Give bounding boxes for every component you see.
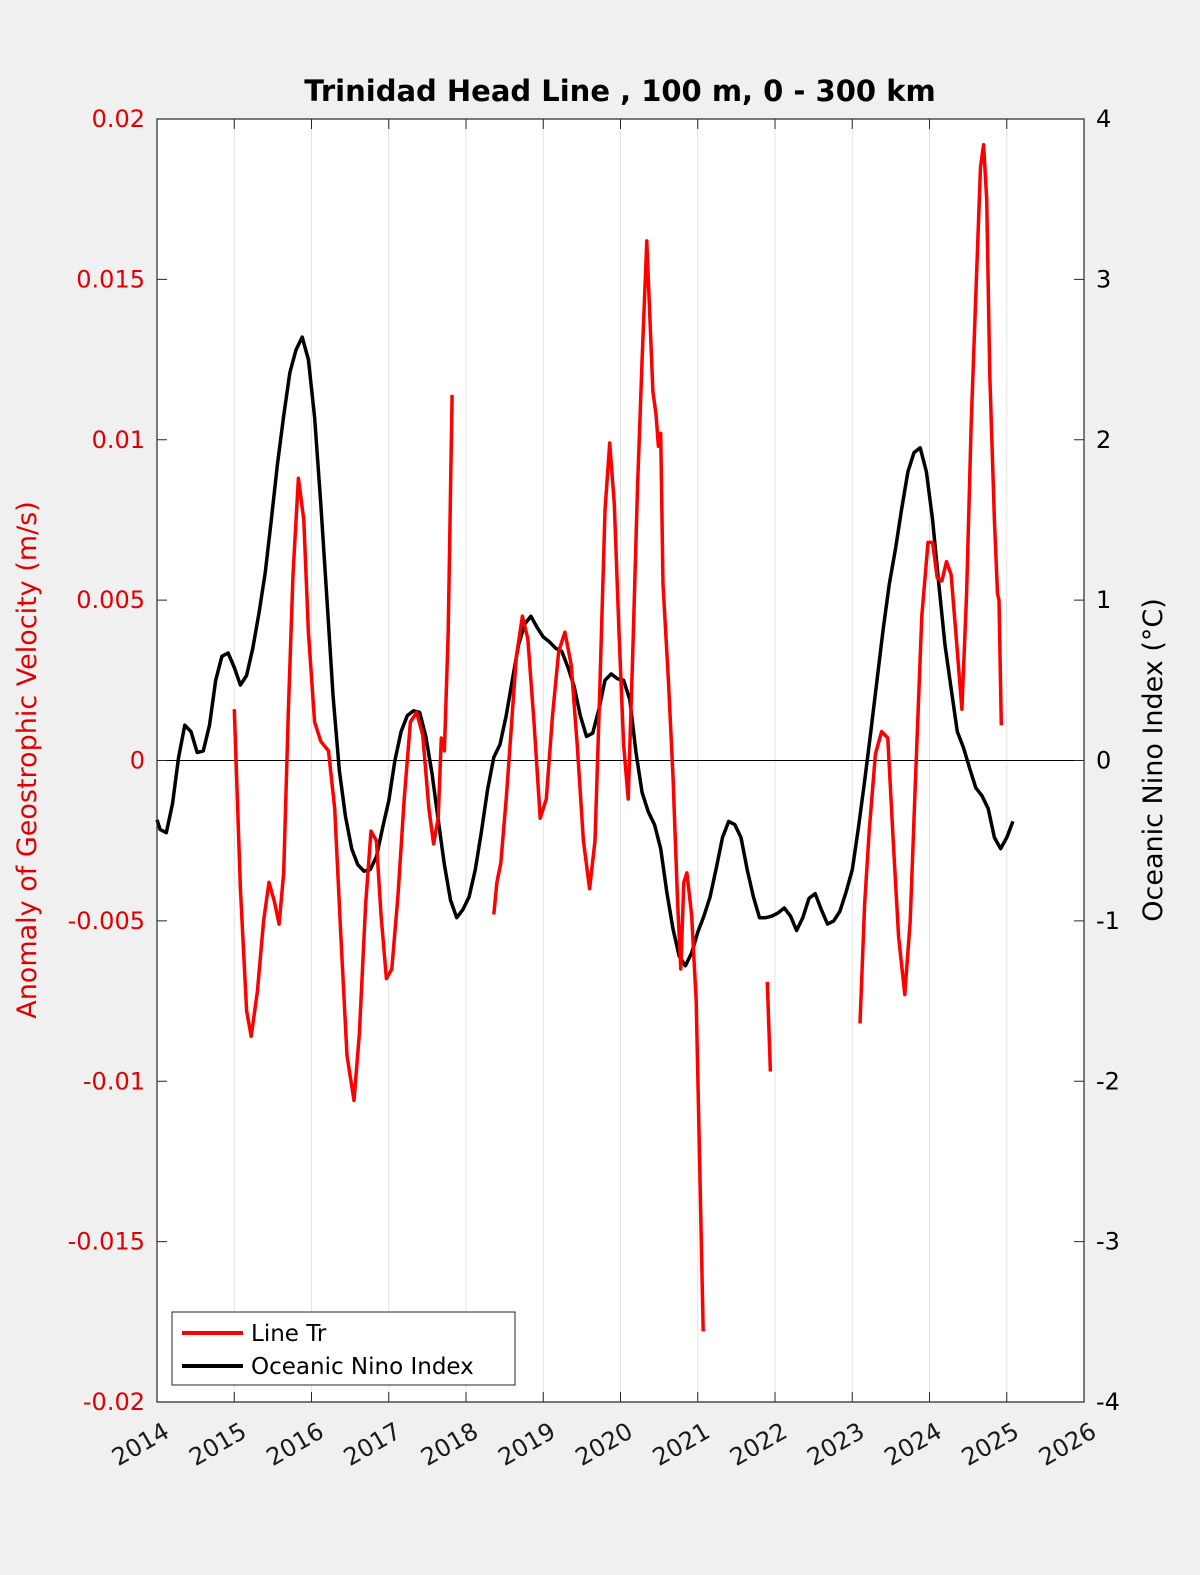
right-tick-label: 3 bbox=[1096, 265, 1111, 293]
right-axis-tick-labels: 4 3 2 1 0 -1 -2 -3 -4 bbox=[1096, 105, 1120, 1416]
left-tick-label: -0.02 bbox=[83, 1388, 145, 1416]
right-tick-label: 1 bbox=[1096, 586, 1111, 614]
right-tick-label: -2 bbox=[1096, 1067, 1120, 1095]
axis-ticks bbox=[156, 118, 1085, 1403]
x-tick-label-2024: 2024 bbox=[880, 1417, 947, 1472]
left-tick-label: 0.02 bbox=[92, 105, 145, 133]
right-tick-label: 4 bbox=[1096, 105, 1111, 133]
left-tick-label: -0.015 bbox=[68, 1228, 145, 1256]
series-line-line-tr-segment-0 bbox=[232, 394, 454, 1103]
left-tick-label: -0.01 bbox=[83, 1067, 145, 1095]
legend-label-line-tr: Line Tr bbox=[251, 1321, 327, 1347]
x-tick-label-2018: 2018 bbox=[416, 1417, 483, 1472]
x-tick-label-2023: 2023 bbox=[802, 1417, 869, 1472]
series-line-line-tr-segment-3 bbox=[858, 142, 1004, 1024]
x-axis-tick-labels: 2014 2015 2016 2017 2018 2019 2020 2021 2022 2023… bbox=[107, 1417, 1101, 1472]
x-tick-label-2020: 2020 bbox=[571, 1417, 638, 1472]
x-tick-label-2025: 2025 bbox=[957, 1417, 1024, 1472]
left-tick-label: 0 bbox=[130, 747, 145, 775]
legend: Line Tr Oceanic Nino Index bbox=[171, 1311, 516, 1386]
x-tick-label-2016: 2016 bbox=[262, 1417, 329, 1472]
right-axis-label: Oceanic Nino Index (°C) bbox=[1138, 598, 1169, 922]
legend-label-oni: Oceanic Nino Index bbox=[251, 1354, 474, 1380]
right-tick-label: -1 bbox=[1096, 907, 1120, 935]
left-axis-tick-labels: 0.02 0.015 0.01 0.005 0 -0.005 -0.01 -0.015 -0.0… bbox=[68, 105, 145, 1416]
legend-box bbox=[171, 1311, 516, 1386]
series-line-oceanic-nino-index-segment-0 bbox=[155, 335, 1015, 968]
chart-title: Trinidad Head Line , 100 m, 0 - 300 km bbox=[304, 74, 935, 108]
left-tick-label: 0.01 bbox=[92, 426, 145, 454]
x-tick-label-2014: 2014 bbox=[107, 1417, 174, 1472]
right-tick-label: 0 bbox=[1096, 747, 1111, 775]
x-tick-label-2026: 2026 bbox=[1034, 1417, 1101, 1472]
series-line-line-tr-segment-2 bbox=[765, 981, 773, 1072]
x-tick-label-2022: 2022 bbox=[725, 1417, 792, 1472]
series-line-line-tr-segment-1 bbox=[492, 239, 705, 1332]
right-tick-label: -4 bbox=[1096, 1388, 1120, 1416]
x-tick-label-2019: 2019 bbox=[493, 1417, 560, 1472]
left-tick-label: 0.015 bbox=[76, 265, 145, 293]
left-tick-label: 0.005 bbox=[76, 586, 145, 614]
left-tick-label: -0.005 bbox=[68, 907, 145, 935]
x-tick-label-2017: 2017 bbox=[339, 1417, 406, 1472]
left-axis-label: Anomaly of Geostrophic Velocity (m/s) bbox=[12, 501, 43, 1019]
x-tick-label-2021: 2021 bbox=[648, 1417, 715, 1472]
data-lines bbox=[155, 142, 1015, 1332]
right-tick-label: 2 bbox=[1096, 426, 1111, 454]
x-tick-label-2015: 2015 bbox=[184, 1417, 251, 1472]
right-tick-label: -3 bbox=[1096, 1228, 1120, 1256]
